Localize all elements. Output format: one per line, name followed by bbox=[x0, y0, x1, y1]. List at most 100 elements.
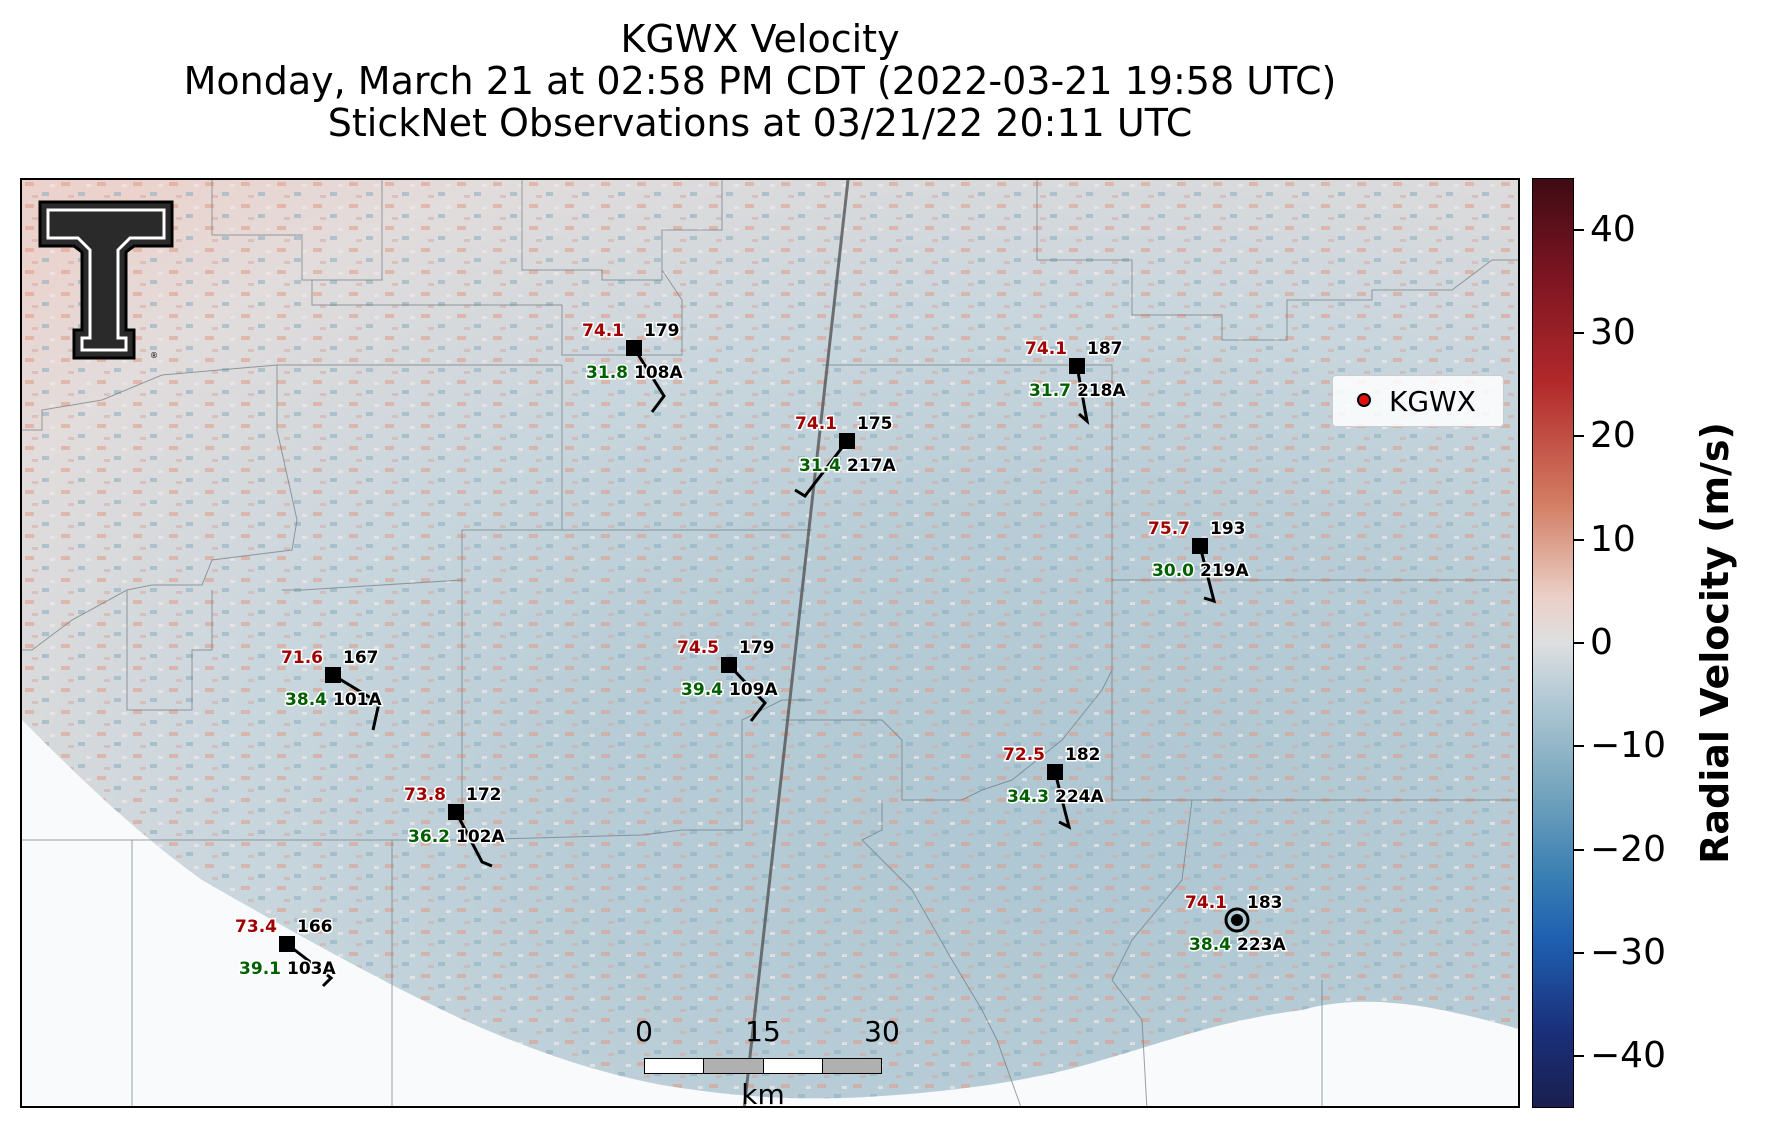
station-219A[interactable]: 75.7 193 30.0 219A bbox=[1147, 518, 1251, 604]
wind-barb-icon bbox=[1075, 365, 1090, 425]
colorbar-tick-mark bbox=[1574, 538, 1584, 541]
colorbar-tick-label: 30 bbox=[1590, 312, 1636, 353]
station-id: 218A bbox=[1077, 381, 1126, 401]
title-line-1: KGWX Velocity bbox=[620, 17, 900, 61]
station-dewpoint: 34.3 bbox=[1007, 787, 1049, 807]
station-wind-direction: 166 bbox=[297, 917, 333, 937]
station-marker-icon bbox=[325, 667, 341, 683]
station-108A[interactable]: 74.1 179 31.8 108A bbox=[581, 320, 685, 413]
colorbar-tick-label: 0 bbox=[1590, 622, 1613, 663]
station-temperature: 73.8 bbox=[404, 785, 446, 805]
station-101A[interactable]: 71.6 167 38.4 101A bbox=[280, 647, 384, 731]
station-217A[interactable]: 74.1 175 31.4 217A bbox=[794, 413, 898, 498]
radar-echo-speckle bbox=[22, 180, 1518, 1099]
colorbar-tick-label: 20 bbox=[1590, 415, 1636, 457]
wind-barb-icon bbox=[1053, 771, 1072, 830]
sticknet-stations: 74.1 179 31.8 108A 74.1 187 31.7 218A 74.1 175 31.… bbox=[234, 320, 1288, 988]
station-marker-icon bbox=[279, 936, 295, 952]
station-temperature: 74.5 bbox=[677, 638, 719, 658]
colorbar-tick-label: −40 bbox=[1590, 1035, 1666, 1077]
wind-barb-icon bbox=[286, 942, 334, 988]
station-marker-icon bbox=[1047, 764, 1063, 780]
station-id: 224A bbox=[1055, 787, 1104, 807]
station-103A[interactable]: 73.4 166 39.1 103A bbox=[234, 916, 338, 988]
colorbar-tick-mark bbox=[1574, 848, 1584, 851]
station-218A[interactable]: 74.1 187 31.7 218A bbox=[1024, 338, 1128, 425]
station-224A[interactable]: 72.5 182 34.3 224A bbox=[1002, 744, 1106, 830]
station-109A[interactable]: 74.5 179 39.4 109A bbox=[676, 637, 780, 722]
station-marker-icon bbox=[1192, 538, 1208, 554]
station-wind-direction: 179 bbox=[644, 321, 680, 341]
station-marker-icon bbox=[448, 804, 464, 820]
station-temperature: 73.4 bbox=[235, 917, 277, 937]
station-temperature: 74.1 bbox=[1025, 339, 1067, 359]
station-223A[interactable]: 74.1 183 38.4 223A bbox=[1184, 892, 1288, 957]
station-wind-direction: 193 bbox=[1210, 519, 1246, 539]
station-wind-direction: 182 bbox=[1065, 745, 1101, 765]
scale-bar-tick-15: 15 bbox=[745, 1015, 781, 1048]
scale-bar-tick-30: 30 bbox=[864, 1015, 900, 1048]
station-id: 223A bbox=[1237, 935, 1286, 955]
map-legend: KGWX bbox=[1332, 375, 1504, 427]
radar-site-marker-icon bbox=[1357, 393, 1371, 407]
station-dewpoint: 38.4 bbox=[285, 690, 327, 710]
calm-wind-circle-icon bbox=[1224, 907, 1250, 933]
colorbar-title: Radial Velocity (m/s) bbox=[1693, 422, 1737, 864]
station-id: 101A bbox=[333, 690, 382, 710]
station-dewpoint: 31.8 bbox=[586, 363, 628, 383]
station-dewpoint: 38.4 bbox=[1189, 935, 1231, 955]
station-dewpoint: 36.2 bbox=[408, 827, 450, 847]
station-wind-direction: 175 bbox=[857, 414, 893, 434]
colorbar-tick-mark bbox=[1574, 952, 1584, 954]
legend-label: KGWX bbox=[1389, 385, 1476, 418]
station-wind-direction: 183 bbox=[1247, 893, 1283, 913]
county-boundaries bbox=[22, 180, 1518, 1106]
wind-barb-icon bbox=[332, 673, 381, 731]
title-line-3: StickNet Observations at 03/21/22 20:11 … bbox=[327, 101, 1193, 145]
colorbar-tick-label: −10 bbox=[1590, 725, 1666, 767]
station-id: 103A bbox=[287, 959, 336, 979]
texas-tech-double-t-logo: ® bbox=[38, 200, 174, 360]
colorbar-tick-mark bbox=[1574, 435, 1584, 438]
station-wind-direction: 179 bbox=[739, 638, 775, 658]
station-dewpoint: 39.1 bbox=[239, 959, 281, 979]
radar-map-canvas: ® 74.1 179 31.8 108A 74.1 187 31.7 218A 74.1 175 3… bbox=[22, 180, 1518, 1106]
station-id: 217A bbox=[847, 456, 896, 476]
station-temperature: 72.5 bbox=[1003, 745, 1045, 765]
station-wind-direction: 187 bbox=[1087, 339, 1123, 359]
station-temperature: 75.7 bbox=[1148, 519, 1190, 539]
station-dewpoint: 31.4 bbox=[799, 456, 841, 476]
station-dewpoint: 30.0 bbox=[1152, 561, 1194, 581]
wind-barb-icon bbox=[632, 347, 666, 413]
station-wind-direction: 167 bbox=[343, 648, 379, 668]
colorbar-tick-label: 10 bbox=[1590, 518, 1636, 560]
station-dewpoint: 39.4 bbox=[681, 680, 723, 700]
station-temperature: 71.6 bbox=[281, 648, 323, 668]
scale-bar-unit: km bbox=[741, 1078, 785, 1111]
station-102A[interactable]: 73.8 172 36.2 102A bbox=[403, 784, 507, 868]
station-temperature: 74.1 bbox=[795, 414, 837, 434]
wind-barb-icon bbox=[1198, 545, 1217, 604]
highway-line bbox=[742, 180, 850, 1106]
colorbar-tick-mark bbox=[1574, 228, 1584, 231]
station-marker-icon bbox=[839, 433, 855, 449]
colorbar-tick-label: −20 bbox=[1590, 828, 1666, 870]
station-id: 108A bbox=[634, 363, 683, 383]
station-marker-icon bbox=[1069, 358, 1085, 374]
velocity-colorbar bbox=[1532, 178, 1574, 1108]
colorbar-tick-mark bbox=[1574, 1055, 1584, 1058]
colorbar-tick-mark bbox=[1574, 332, 1584, 334]
colorbar-tick-label: 40 bbox=[1590, 208, 1636, 250]
station-marker-icon bbox=[1231, 914, 1243, 926]
radar-map[interactable]: ® 74.1 179 31.8 108A 74.1 187 31.7 218A 74.1 175 3… bbox=[20, 178, 1520, 1108]
station-temperature: 74.1 bbox=[1185, 893, 1227, 913]
wind-barb-icon bbox=[727, 663, 767, 722]
colorbar-tick-label: −30 bbox=[1590, 932, 1666, 973]
station-marker-icon bbox=[721, 657, 737, 673]
wind-barb-icon bbox=[794, 440, 849, 498]
station-wind-direction: 172 bbox=[466, 785, 502, 805]
station-dewpoint: 31.7 bbox=[1029, 381, 1071, 401]
station-id: 219A bbox=[1200, 561, 1249, 581]
station-id: 109A bbox=[729, 680, 778, 700]
station-temperature: 74.1 bbox=[582, 321, 624, 341]
